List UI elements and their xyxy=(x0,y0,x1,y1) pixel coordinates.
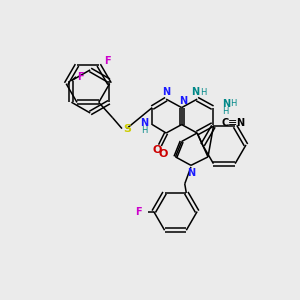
Text: C: C xyxy=(222,118,229,128)
Text: F: F xyxy=(104,56,111,66)
Text: O: O xyxy=(158,149,168,159)
Text: H: H xyxy=(200,88,206,97)
Text: F: F xyxy=(78,72,84,82)
Text: N: N xyxy=(222,99,230,109)
Text: ≡: ≡ xyxy=(228,118,238,128)
Text: N: N xyxy=(187,168,195,178)
Text: N: N xyxy=(191,87,200,97)
Text: F: F xyxy=(136,207,142,217)
Text: N: N xyxy=(140,118,148,128)
Text: N: N xyxy=(162,87,170,97)
Text: N: N xyxy=(179,96,187,106)
Text: H: H xyxy=(141,126,148,135)
Text: N: N xyxy=(236,118,244,128)
Text: H: H xyxy=(230,99,236,108)
Text: S: S xyxy=(124,124,131,134)
Text: H: H xyxy=(222,107,228,116)
Text: O: O xyxy=(152,145,161,155)
